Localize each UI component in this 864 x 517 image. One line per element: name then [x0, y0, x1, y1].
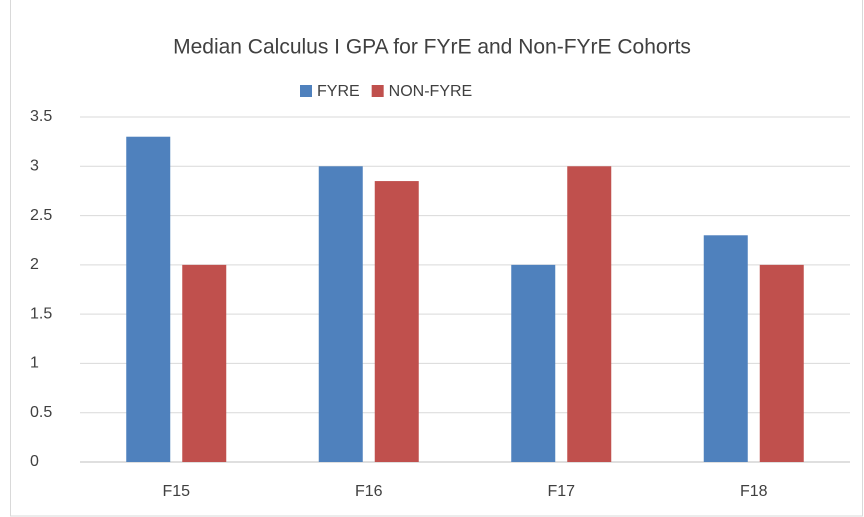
chart-title: Median Calculus I GPA for FYrE and Non-F…	[173, 36, 691, 59]
y-tick-label: 1	[30, 355, 39, 372]
bar	[759, 264, 804, 462]
bar	[126, 136, 171, 462]
y-tick-label: 1.5	[30, 305, 52, 322]
bar	[318, 166, 363, 463]
y-tick-label: 0	[30, 453, 39, 470]
x-tick-label: F15	[162, 483, 190, 500]
legend-label: FYRE	[317, 83, 360, 100]
bar	[567, 166, 612, 463]
bar	[703, 235, 748, 462]
x-tick-label: F18	[740, 483, 768, 500]
x-tick-label: F17	[547, 483, 575, 500]
bar	[182, 264, 227, 462]
x-tick-label: F16	[355, 483, 383, 500]
y-tick-label: 2	[30, 256, 39, 273]
legend-swatch	[371, 85, 384, 97]
bar	[374, 181, 419, 463]
y-tick-label: 3.5	[30, 108, 52, 125]
bar	[511, 264, 556, 462]
y-tick-label: 0.5	[30, 404, 52, 421]
legend-swatch	[300, 85, 312, 97]
y-tick-label: 3	[30, 158, 39, 175]
legend-label: NON-FYRE	[389, 83, 473, 100]
y-tick-label: 2.5	[30, 207, 52, 224]
